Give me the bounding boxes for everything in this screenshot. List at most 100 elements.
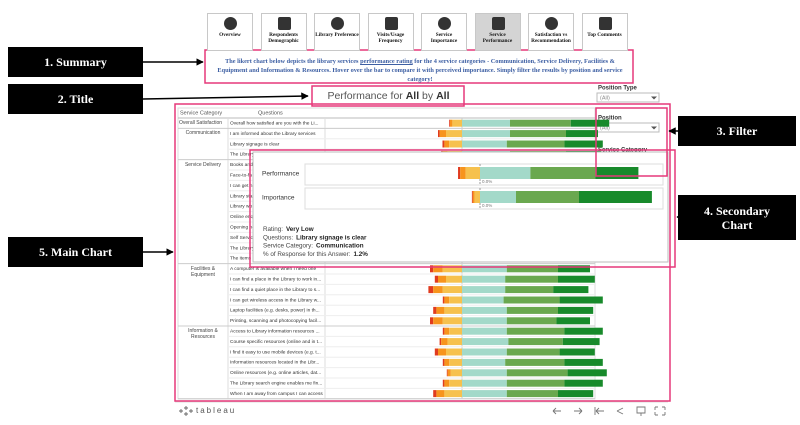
likert-segment[interactable]: [434, 348, 438, 356]
likert-segment[interactable]: [452, 119, 462, 127]
footer-button[interactable]: [594, 407, 604, 415]
likert-segment[interactable]: [462, 348, 507, 356]
likert-segment[interactable]: [442, 327, 445, 335]
likert-segment[interactable]: [462, 379, 507, 387]
likert-segment[interactable]: [559, 296, 603, 304]
likert-segment[interactable]: [449, 140, 462, 148]
likert-segment[interactable]: [447, 369, 451, 377]
likert-segment[interactable]: [510, 130, 566, 138]
likert-segment[interactable]: [570, 119, 610, 127]
likert-segment[interactable]: [505, 275, 558, 283]
likert-segment[interactable]: [462, 265, 507, 273]
footer-button[interactable]: [574, 407, 583, 415]
likert-segment[interactable]: [444, 296, 450, 304]
likert-segment[interactable]: [444, 379, 450, 387]
likert-segment[interactable]: [442, 379, 445, 387]
nav-tab[interactable]: Service Performance: [474, 13, 521, 51]
likert-segment[interactable]: [444, 140, 450, 148]
likert-segment[interactable]: [439, 338, 442, 346]
likert-segment[interactable]: [444, 327, 450, 335]
nav-tab[interactable]: Service Importance: [421, 13, 467, 51]
likert-segment[interactable]: [566, 130, 598, 138]
likert-segment[interactable]: [503, 296, 560, 304]
likert-segment[interactable]: [564, 327, 603, 335]
likert-segment[interactable]: [428, 286, 434, 294]
likert-segment[interactable]: [506, 348, 560, 356]
likert-segment[interactable]: [433, 390, 437, 398]
filter-dropdown[interactable]: [596, 122, 660, 133]
likert-segment[interactable]: [558, 275, 595, 283]
likert-segment[interactable]: [564, 358, 603, 366]
likert-segment[interactable]: [462, 338, 509, 346]
likert-segment[interactable]: [505, 358, 565, 366]
likert-segment[interactable]: [462, 275, 506, 283]
likert-segment[interactable]: [436, 390, 445, 398]
likert-segment[interactable]: [505, 286, 554, 294]
nav-tab[interactable]: Overview: [207, 13, 253, 51]
likert-segment[interactable]: [449, 296, 462, 304]
likert-segment[interactable]: [444, 306, 462, 314]
likert-segment[interactable]: [442, 286, 462, 294]
likert-segment[interactable]: [559, 348, 595, 356]
likert-segment[interactable]: [449, 379, 462, 387]
likert-segment[interactable]: [442, 317, 462, 325]
likert-segment[interactable]: [449, 327, 462, 335]
likert-segment[interactable]: [462, 296, 504, 304]
likert-segment[interactable]: [553, 286, 589, 294]
nav-tab[interactable]: Top Comments: [581, 13, 628, 51]
likert-segment[interactable]: [462, 358, 506, 366]
nav-tab[interactable]: Visits/Usage Frequency: [367, 13, 414, 51]
likert-segment[interactable]: [430, 317, 434, 325]
likert-segment[interactable]: [442, 140, 445, 148]
likert-segment[interactable]: [506, 317, 557, 325]
filter-dropdown[interactable]: [596, 92, 660, 103]
likert-segment[interactable]: [447, 338, 462, 346]
likert-segment[interactable]: [506, 369, 568, 377]
nav-tab[interactable]: Library Preference: [314, 13, 360, 51]
footer-button[interactable]: [654, 406, 666, 416]
likert-segment[interactable]: [462, 306, 507, 314]
likert-segment[interactable]: [442, 296, 445, 304]
footer-button[interactable]: [636, 406, 646, 416]
likert-segment[interactable]: [562, 338, 600, 346]
likert-segment[interactable]: [564, 140, 603, 148]
likert-segment[interactable]: [567, 369, 607, 377]
likert-segment[interactable]: [444, 390, 462, 398]
likert-segment[interactable]: [558, 390, 594, 398]
likert-segment[interactable]: [510, 119, 571, 127]
footer-button[interactable]: [552, 407, 561, 415]
nav-tab[interactable]: Respondents Demographic: [260, 13, 307, 51]
likert-segment[interactable]: [462, 119, 510, 127]
likert-segment[interactable]: [462, 369, 507, 377]
likert-segment[interactable]: [446, 348, 462, 356]
likert-segment[interactable]: [434, 275, 438, 283]
likert-segment[interactable]: [449, 119, 450, 127]
likert-segment[interactable]: [436, 306, 445, 314]
likert-segment[interactable]: [446, 275, 462, 283]
likert-segment[interactable]: [462, 317, 507, 325]
likert-segment[interactable]: [462, 140, 507, 148]
likert-segment[interactable]: [450, 369, 462, 377]
likert-segment[interactable]: [450, 119, 453, 127]
likert-segment[interactable]: [506, 327, 565, 335]
likert-segment[interactable]: [462, 327, 507, 335]
likert-segment[interactable]: [506, 140, 565, 148]
likert-segment[interactable]: [506, 265, 558, 273]
likert-segment[interactable]: [508, 338, 563, 346]
footer-button[interactable]: [616, 407, 624, 415]
likert-segment[interactable]: [438, 275, 446, 283]
likert-segment[interactable]: [462, 390, 507, 398]
likert-segment[interactable]: [449, 358, 462, 366]
likert-segment[interactable]: [439, 130, 446, 138]
likert-segment[interactable]: [556, 317, 590, 325]
likert-segment[interactable]: [444, 358, 450, 366]
likert-segment[interactable]: [446, 130, 462, 138]
likert-segment[interactable]: [506, 379, 565, 387]
likert-segment[interactable]: [558, 265, 590, 273]
likert-segment[interactable]: [433, 317, 443, 325]
likert-segment[interactable]: [558, 306, 594, 314]
likert-segment[interactable]: [438, 130, 440, 138]
likert-segment[interactable]: [506, 390, 558, 398]
likert-segment[interactable]: [446, 369, 448, 377]
likert-segment[interactable]: [438, 348, 446, 356]
